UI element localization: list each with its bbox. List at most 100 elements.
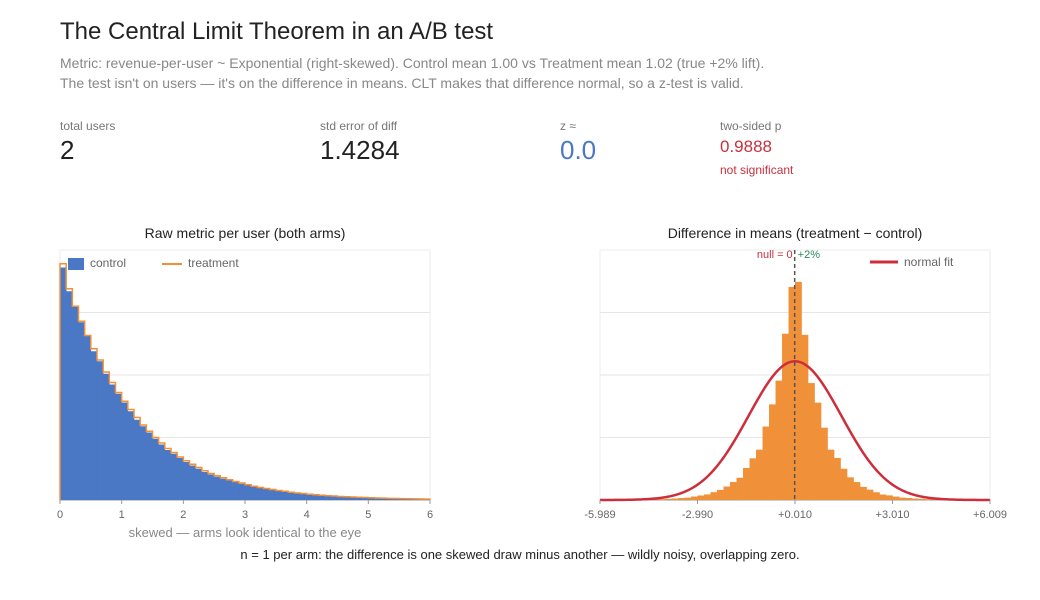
- difference-bar: [762, 426, 770, 500]
- stat-label: z ≈: [560, 119, 576, 133]
- difference-bar: [892, 496, 900, 500]
- control-bar: [306, 494, 314, 500]
- stat-std-error: std error of diff 1.4284: [320, 119, 400, 166]
- null-label: null = 0: [757, 249, 793, 261]
- difference-bar: [788, 286, 796, 500]
- control-bar: [226, 480, 233, 500]
- control-bar: [115, 393, 122, 500]
- control-bar: [232, 482, 240, 500]
- difference-bar: [834, 457, 841, 500]
- control-bar: [127, 411, 135, 500]
- left-x-axis-label: skewed — arms look identical to the eye: [129, 525, 362, 540]
- stat-value: 1.4284: [320, 135, 400, 165]
- control-bar: [183, 462, 190, 500]
- control-bar: [312, 495, 320, 500]
- control-bar: [275, 491, 283, 500]
- difference-bar: [925, 499, 932, 500]
- legend-normal-fit-label: normal fit: [904, 255, 954, 269]
- stat-value: 2: [60, 135, 75, 165]
- control-bar: [121, 402, 129, 500]
- control-bar: [134, 419, 141, 500]
- difference-bar: [782, 333, 789, 500]
- legend-control-label: control: [90, 256, 126, 270]
- control-bar: [319, 495, 326, 500]
- difference-bar: [710, 492, 718, 500]
- right-chart-title: Difference in means (treatment − control…: [667, 225, 923, 241]
- difference-bar: [736, 477, 744, 500]
- difference-bar: [840, 468, 848, 500]
- control-bar: [251, 487, 258, 500]
- difference-bar: [658, 499, 666, 500]
- stat-p-value: two-sided p 0.9888 not significant: [720, 119, 793, 177]
- difference-bar: [827, 449, 835, 500]
- left-chart-title: Raw metric per user (both arms): [144, 225, 346, 241]
- difference-bar: [691, 496, 698, 500]
- stat-value: 0.0: [560, 135, 597, 165]
- legend-treatment-label: treatment: [188, 256, 239, 270]
- stat-label: two-sided p: [720, 119, 782, 133]
- right-x-tick-label: +3.010: [876, 509, 910, 521]
- control-bar: [356, 497, 363, 500]
- control-bar: [109, 384, 116, 500]
- subtitle-line-1: Metric: revenue-per-user ~ Exponential (…: [60, 55, 765, 71]
- difference-bar: [756, 449, 763, 500]
- control-bar: [84, 335, 92, 500]
- control-bar: [294, 493, 301, 500]
- difference-bar: [918, 498, 926, 500]
- significance-note: not significant: [720, 163, 794, 177]
- difference-bar: [808, 383, 815, 500]
- right-x-tick-label: +6.009: [973, 509, 1007, 521]
- control-bar: [195, 468, 203, 500]
- difference-bar: [866, 489, 874, 500]
- control-bar: [66, 291, 73, 500]
- difference-bar: [814, 402, 822, 500]
- right-x-tick-label: +0.010: [778, 509, 812, 521]
- control-bar: [349, 497, 357, 500]
- difference-bar: [912, 498, 919, 500]
- difference-bar: [730, 482, 737, 500]
- control-bar: [238, 483, 246, 500]
- left-x-tick-label: 1: [119, 509, 125, 521]
- control-bar: [208, 474, 215, 500]
- control-bar: [288, 492, 295, 500]
- control-bar: [201, 472, 209, 500]
- control-bar: [245, 485, 252, 500]
- difference-bar: [697, 495, 705, 500]
- control-bar: [368, 498, 375, 500]
- difference-bar: [873, 492, 880, 500]
- difference-bar: [769, 404, 776, 500]
- stat-total-users: total users 2: [60, 119, 115, 166]
- treatment-step-line: [59, 263, 431, 500]
- difference-bar: [684, 497, 692, 500]
- difference-bar: [704, 494, 711, 500]
- control-bar: [72, 306, 79, 500]
- control-bar: [282, 491, 289, 500]
- lift-label: +2%: [798, 249, 821, 261]
- control-bar: [257, 488, 264, 500]
- difference-bar: [879, 494, 887, 500]
- left-x-tick-label: 3: [242, 509, 248, 521]
- control-bar: [97, 361, 104, 500]
- right-x-tick-label: -2.990: [682, 509, 713, 521]
- difference-bar: [899, 497, 906, 500]
- left-x-tick-label: 4: [304, 509, 310, 521]
- difference-bar: [886, 495, 893, 500]
- control-bar: [269, 490, 277, 500]
- difference-bar: [749, 458, 757, 500]
- control-bar: [177, 458, 184, 500]
- subtitle-line-2: The test isn't on users — it's on the di…: [60, 75, 744, 91]
- difference-bar: [853, 482, 861, 500]
- control-bar: [263, 489, 270, 500]
- normal-fit-curve: [600, 359, 990, 502]
- difference-bar: [847, 477, 854, 500]
- difference-bar: [860, 486, 867, 500]
- left-x-tick-label: 6: [427, 509, 433, 521]
- control-bar: [343, 497, 351, 500]
- right-x-tick-label: -5.989: [584, 509, 615, 521]
- difference-bar: [717, 489, 724, 500]
- control-bar: [386, 498, 394, 500]
- control-bar: [337, 496, 344, 500]
- control-bar: [90, 351, 98, 500]
- left-x-tick-label: 0: [57, 509, 63, 521]
